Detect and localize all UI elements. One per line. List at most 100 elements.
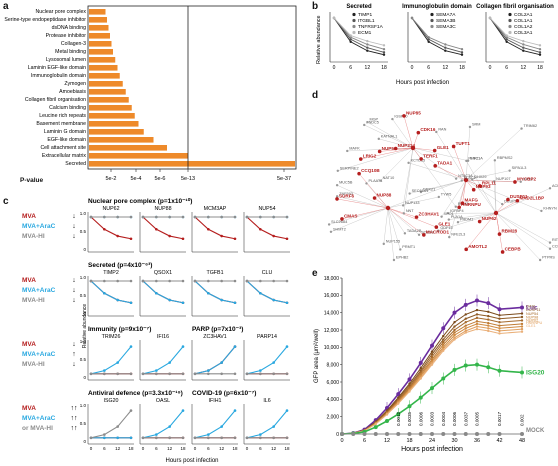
- panel-d-edge: [449, 179, 467, 238]
- panel-d-node-label: SURF6: [339, 193, 355, 198]
- panel-c-arrow: ↓: [72, 213, 76, 220]
- panel-e-point: [464, 327, 467, 330]
- panel-e-pvalue: 0.0035: [407, 412, 412, 426]
- panel-e-point: [475, 316, 479, 320]
- panel-c-condition-label: MVA: [22, 341, 36, 348]
- panel-d-node: [399, 248, 402, 251]
- panel-d-node: [379, 179, 382, 182]
- panel-c-series-line: [142, 280, 184, 304]
- panel-c-point: [129, 215, 133, 219]
- panel-d-node-label: NUP214: [398, 143, 416, 148]
- panel-d-node: [358, 157, 363, 161]
- panel-b-legend-label: COL1A1: [514, 18, 533, 24]
- panel-e-pvalue: 0.0006: [452, 412, 457, 426]
- panel-e-chart: 0 2,000 4,000 6,000 8,000 10,000 12,000 14,000 1…: [314, 276, 545, 453]
- panel-e-series-label: HNRNPU: [526, 321, 543, 325]
- panel-e-xtick-label: 12: [384, 438, 390, 444]
- panel-c-xtick-label: 12: [219, 446, 225, 451]
- panel-c-series-line: [142, 280, 184, 304]
- panel-e-series-label: DUSP11: [526, 308, 541, 312]
- panel-d-node: [500, 250, 505, 254]
- panel-d-edge: [412, 147, 457, 179]
- panel-d-hub-node: [410, 145, 416, 151]
- panel-d-edge: [435, 165, 467, 181]
- panel-c-series-line: [246, 216, 288, 240]
- panel-d-edge: [436, 131, 467, 181]
- panel-e-point: [418, 395, 423, 400]
- panel-b-xtick-label: 18: [459, 65, 465, 71]
- panel-c-point: [181, 409, 185, 412]
- panel-c-arrow: ↑: [72, 351, 76, 358]
- panel-c-point: [207, 433, 210, 436]
- panel-d-node: [392, 258, 396, 262]
- panel-c-point: [285, 301, 289, 305]
- panel-c-point: [181, 372, 185, 376]
- panel-d-edge: [495, 212, 541, 261]
- panel-e-point: [497, 307, 502, 312]
- panel-e-point: [441, 432, 446, 436]
- panel-b-point: [410, 16, 414, 20]
- panel-c-point: [181, 237, 185, 241]
- panel-e-point: [362, 432, 367, 436]
- panel-c-point: [233, 279, 237, 283]
- panel-a-bar: [89, 113, 135, 119]
- panel-d-node: [460, 179, 463, 182]
- panel-e-point: [475, 298, 479, 303]
- panel-c-arrow: ↓: [72, 223, 76, 230]
- panel-b-chart-title: Collagen fibril organisation: [476, 4, 554, 10]
- panel-d-node: [433, 164, 438, 168]
- panel-c-point: [141, 436, 145, 440]
- panel-d-edge: [495, 212, 551, 249]
- panel-b-series-line: [333, 17, 385, 50]
- panel-e-ytick-label: 0: [336, 432, 339, 438]
- panel-d-node: [448, 235, 451, 239]
- panel-b-point: [522, 43, 525, 46]
- panel-e-point: [453, 325, 456, 328]
- panel-c-point: [233, 372, 237, 376]
- panel-b-xtick-label: 0: [333, 65, 336, 71]
- panel-c-point: [116, 234, 119, 238]
- panel-c-row-title: Secreted (p=4x10⁻⁶³): [88, 262, 152, 269]
- panel-d-node: [346, 149, 349, 153]
- panel-d-node: [513, 180, 517, 184]
- panel-b-legend-marker: [352, 12, 356, 17]
- panel-c-series-line: [246, 280, 288, 304]
- panel-d-node-label: XPO1: [444, 212, 454, 216]
- panel-a-bar: [89, 73, 120, 79]
- panel-c-point: [116, 425, 119, 428]
- panel-e-xtick-label: 30: [451, 438, 457, 444]
- panel-c-point: [103, 436, 106, 440]
- panel-c-gene-label: TIMP2: [103, 270, 119, 276]
- panel-c-point: [181, 279, 185, 283]
- panel-b-point: [366, 46, 369, 49]
- panel-d-edge: [341, 207, 389, 220]
- panel-e-point: [475, 308, 479, 312]
- panel-c-series-line: [194, 280, 236, 304]
- panel-e-point: [442, 340, 445, 344]
- panel-c-point: [233, 436, 237, 440]
- panel-d-edge: [457, 212, 497, 223]
- panel-d-edge: [387, 207, 406, 234]
- panel-e-point: [397, 402, 400, 405]
- panel-d-node: [435, 130, 438, 134]
- panel-b-series-line: [411, 17, 463, 53]
- panel-d-node: [465, 159, 468, 163]
- panel-d-node: [419, 157, 423, 161]
- panel-e-point: [419, 377, 422, 380]
- panel-b-ylabel: Relative abundance: [316, 15, 322, 64]
- panel-a-category-label: Secreted: [65, 161, 86, 167]
- panel-c-xtick-label: 18: [128, 446, 134, 451]
- panel-d-node-label: RPL11: [482, 180, 496, 185]
- panel-c-point: [272, 279, 275, 283]
- panel-b-point: [538, 48, 542, 51]
- panel-c-point: [116, 372, 119, 376]
- panel-a-bar: [89, 129, 144, 135]
- panel-c-point: [129, 409, 133, 412]
- panel-d-edge: [459, 179, 467, 208]
- panel-d-node-label: ZC3HAV1: [419, 212, 440, 217]
- panel-c-point: [103, 369, 106, 372]
- panel-d-node-label: DDX21: [423, 188, 435, 192]
- panel-b-series-line: [489, 17, 541, 46]
- panel-d-node: [329, 230, 333, 233]
- panel-c-point: [207, 291, 210, 295]
